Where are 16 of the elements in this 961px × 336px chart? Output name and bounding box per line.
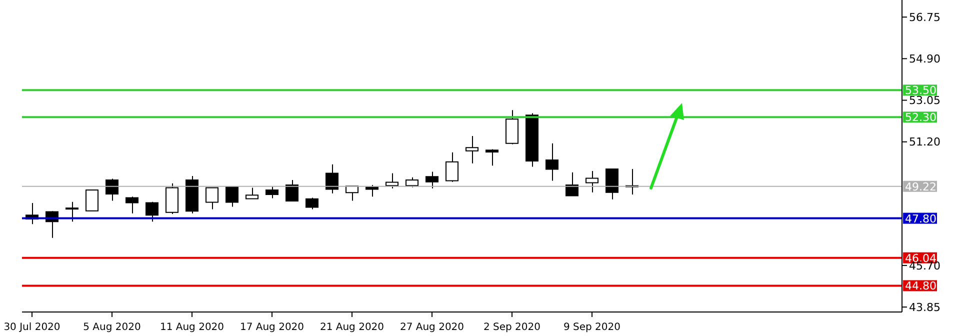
ref-line-label: 44.80 (905, 280, 936, 293)
y-tick-label: 56.75 (909, 10, 940, 24)
x-tick-label: 30 Jul 2020 (4, 322, 60, 333)
y-tick-label: 51.20 (909, 136, 940, 149)
x-tick-label: 5 Aug 2020 (83, 322, 141, 333)
x-tick-label: 2 Sep 2020 (483, 322, 541, 333)
ref-line-label: 47.80 (905, 212, 936, 226)
x-tick-label: 21 Aug 2020 (320, 322, 384, 333)
x-tick-label: 27 Aug 2020 (400, 322, 464, 333)
y-tick-label: 43.85 (909, 300, 940, 314)
x-tick-label: 11 Aug 2020 (160, 322, 224, 333)
x-tick-label: 17 Aug 2020 (240, 322, 304, 333)
ref-line-label: 52.30 (905, 111, 936, 124)
x-tick-label: 9 Sep 2020 (563, 322, 621, 333)
ref-line-label: 49.22 (905, 180, 936, 194)
y-tick-label: 54.90 (909, 52, 940, 66)
